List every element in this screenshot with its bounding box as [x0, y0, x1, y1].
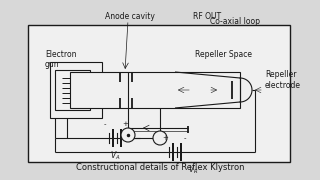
Text: -: -: [184, 135, 186, 141]
Text: +: +: [122, 121, 128, 127]
Text: RF OUT: RF OUT: [193, 12, 221, 21]
Text: +: +: [162, 135, 168, 141]
Text: Electron
gun: Electron gun: [45, 50, 76, 69]
Text: Constructional details of Reflex Klystron: Constructional details of Reflex Klystro…: [76, 163, 244, 172]
Text: -: -: [104, 121, 106, 127]
Text: Anode cavity: Anode cavity: [105, 12, 155, 21]
Bar: [70, 72, 240, 108]
Bar: [28, 25, 290, 162]
Bar: [50, 62, 102, 118]
Text: Repeller Space: Repeller Space: [195, 50, 252, 59]
Circle shape: [121, 128, 135, 142]
Text: Co-axial loop: Co-axial loop: [210, 17, 260, 26]
Circle shape: [153, 131, 167, 145]
Text: $V_R$: $V_R$: [188, 164, 198, 177]
Text: $V_A$: $V_A$: [110, 150, 120, 163]
Text: Repeller
electrode: Repeller electrode: [265, 70, 301, 90]
Bar: [55, 70, 90, 110]
